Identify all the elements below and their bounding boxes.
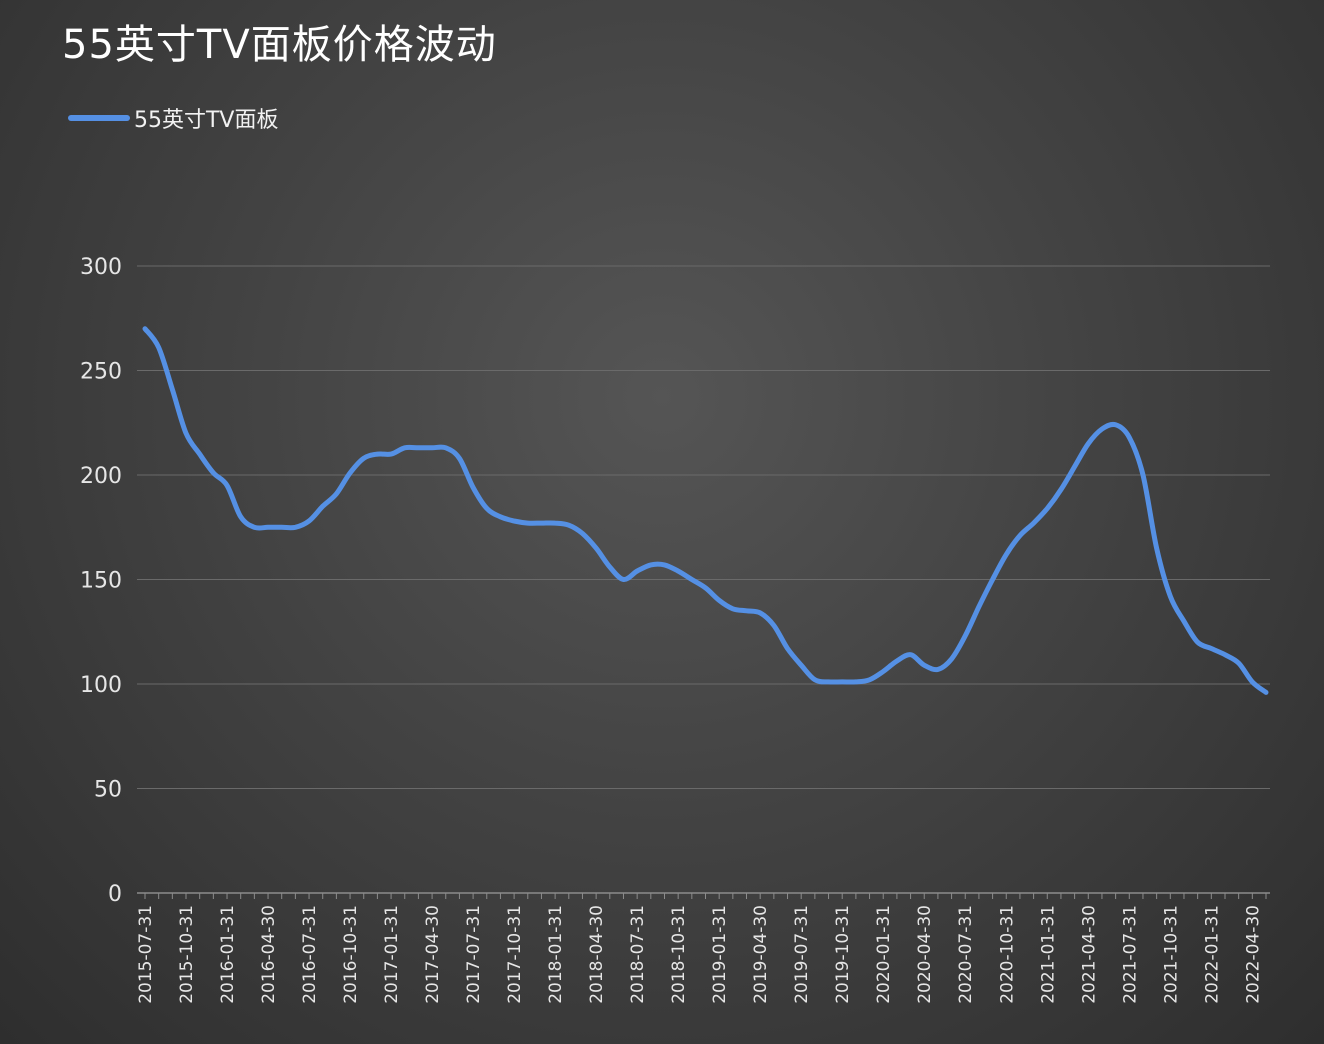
x-tick-label: 2016-10-31 [341, 905, 361, 1004]
x-tick-label: 2022-01-31 [1202, 905, 1222, 1004]
legend-label: 55英寸TV面板 [134, 108, 279, 133]
x-tick-label: 2021-01-31 [1038, 905, 1058, 1004]
y-tick-label: 250 [80, 360, 122, 385]
x-tick-label: 2018-10-31 [669, 905, 689, 1004]
y-tick-label: 300 [80, 255, 122, 280]
y-axis-ticks: 0 50 100 150 200 250 300 [80, 255, 122, 907]
x-tick-label: 2019-04-30 [751, 905, 771, 1004]
x-tick-label: 2021-04-30 [1079, 905, 1099, 1004]
x-tick-label: 2022-04-30 [1243, 905, 1263, 1004]
x-tick-label: 2018-04-30 [587, 905, 607, 1004]
x-tick-label: 2021-07-31 [1120, 905, 1140, 1004]
legend: 55英寸TV面板 [68, 102, 278, 134]
series-group [142, 326, 1269, 695]
x-tick-label: 2018-01-31 [546, 905, 566, 1004]
x-tick-label: 2016-01-31 [218, 905, 238, 1004]
x-tick-label: 2020-07-31 [956, 905, 976, 1004]
x-tick-label: 2020-04-30 [915, 905, 935, 1004]
chart-title: 55英寸TV面板价格波动 [62, 22, 497, 68]
x-tick-label: 2017-10-31 [505, 905, 525, 1004]
y-tick-label: 150 [80, 569, 122, 594]
x-tick-label: 2019-01-31 [710, 905, 730, 1004]
y-tick-label: 100 [80, 673, 122, 698]
x-tick-label: 2019-10-31 [833, 905, 853, 1004]
x-tick-label: 2017-01-31 [382, 905, 402, 1004]
x-tick-label: 2016-07-31 [300, 905, 320, 1004]
x-tick-label: 2016-04-30 [259, 905, 279, 1004]
x-axis [137, 892, 1270, 899]
y-tick-label: 0 [108, 882, 122, 907]
x-tick-label: 2018-07-31 [628, 905, 648, 1004]
y-tick-label: 200 [80, 464, 122, 489]
series-line [142, 326, 1269, 695]
x-axis-ticks: 2015-07-31 2015-10-31 2016-01-31 2016-04-30… [136, 905, 1263, 1004]
x-tick-label: 2021-10-31 [1161, 905, 1181, 1004]
x-tick-label: 2015-10-31 [177, 905, 197, 1004]
legend-swatch [68, 115, 130, 121]
x-tick-label: 2017-04-30 [423, 905, 443, 1004]
y-tick-label: 50 [94, 778, 122, 803]
x-tick-label: 2020-01-31 [874, 905, 894, 1004]
x-tick-label: 2015-07-31 [136, 905, 156, 1004]
x-tick-label: 2017-07-31 [464, 905, 484, 1004]
x-tick-label: 2019-07-31 [792, 905, 812, 1004]
grid-lines [137, 265, 1270, 789]
x-tick-label: 2020-10-31 [997, 905, 1017, 1004]
